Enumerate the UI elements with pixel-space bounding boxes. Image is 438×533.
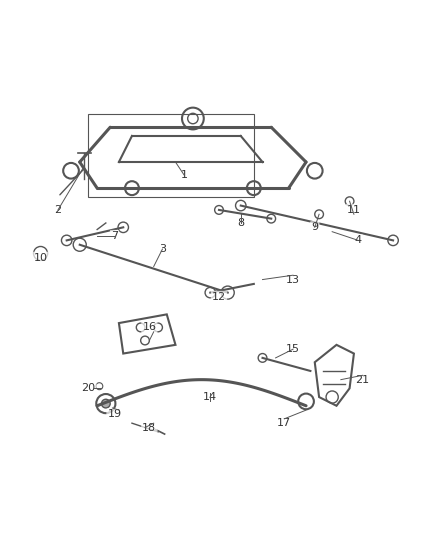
Circle shape bbox=[61, 235, 72, 246]
Circle shape bbox=[388, 235, 398, 246]
Circle shape bbox=[236, 200, 246, 211]
Text: 8: 8 bbox=[237, 218, 244, 228]
Text: 1: 1 bbox=[181, 170, 187, 180]
Text: 14: 14 bbox=[203, 392, 217, 402]
Circle shape bbox=[345, 197, 354, 206]
Text: 7: 7 bbox=[111, 231, 118, 241]
Text: 10: 10 bbox=[34, 253, 48, 263]
Text: 13: 13 bbox=[286, 274, 300, 285]
Text: 4: 4 bbox=[355, 236, 362, 245]
Text: 15: 15 bbox=[286, 344, 300, 354]
Text: 2: 2 bbox=[54, 205, 61, 215]
Circle shape bbox=[34, 246, 47, 261]
Circle shape bbox=[73, 238, 86, 251]
Text: 16: 16 bbox=[142, 322, 156, 333]
Circle shape bbox=[215, 206, 223, 214]
Circle shape bbox=[315, 210, 323, 219]
Text: 20: 20 bbox=[81, 383, 95, 393]
Circle shape bbox=[102, 399, 110, 408]
Text: 3: 3 bbox=[159, 244, 166, 254]
Text: 12: 12 bbox=[212, 292, 226, 302]
Text: 9: 9 bbox=[311, 222, 318, 232]
Text: 11: 11 bbox=[347, 205, 361, 215]
Circle shape bbox=[118, 222, 128, 232]
Text: 21: 21 bbox=[356, 375, 370, 385]
Text: 19: 19 bbox=[107, 409, 122, 419]
Circle shape bbox=[205, 287, 215, 298]
Circle shape bbox=[221, 286, 234, 299]
Circle shape bbox=[258, 353, 267, 362]
Circle shape bbox=[96, 383, 103, 390]
Circle shape bbox=[267, 214, 276, 223]
Text: 17: 17 bbox=[277, 418, 291, 428]
Text: 18: 18 bbox=[142, 423, 156, 433]
